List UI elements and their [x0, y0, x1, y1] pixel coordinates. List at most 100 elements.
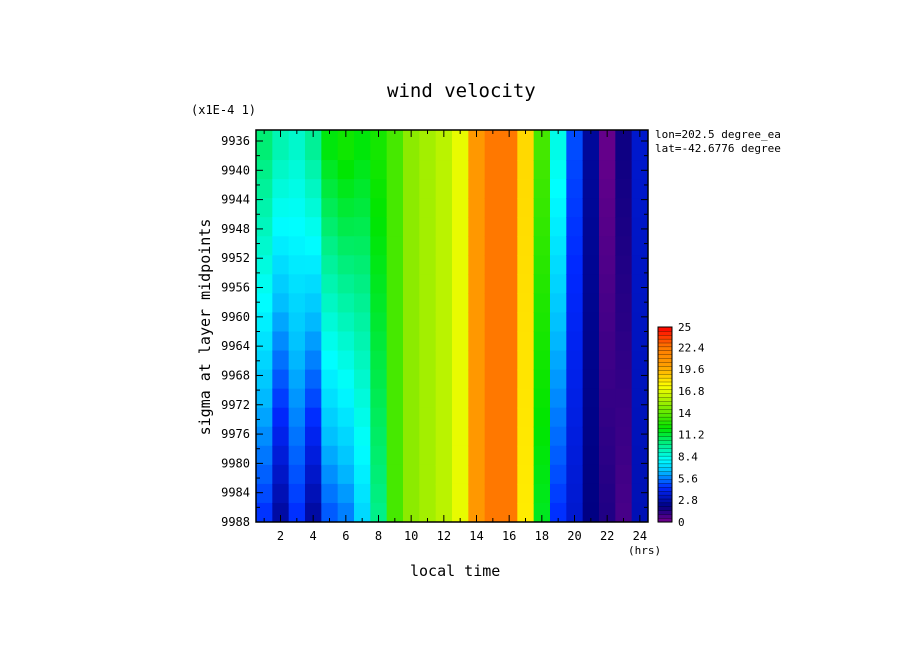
- heatmap-cell: [599, 350, 616, 371]
- heatmap-cell: [615, 445, 633, 466]
- heatmap-cell: [566, 483, 584, 504]
- heatmap-cell: [631, 160, 648, 180]
- heatmap-cell: [288, 445, 306, 466]
- colorbar-band: [657, 361, 673, 367]
- heatmap-cell: [517, 198, 535, 218]
- heatmap-cell: [354, 293, 371, 314]
- heatmap-cell: [452, 502, 469, 522]
- heatmap-cell: [599, 236, 616, 256]
- heatmap-cell: [337, 331, 355, 352]
- heatmap-cell: [403, 274, 420, 294]
- heatmap-cell: [501, 445, 518, 466]
- y-tick-label: 9944: [221, 193, 250, 207]
- heatmap-cell: [517, 236, 535, 256]
- heatmap-cell: [501, 130, 518, 161]
- heatmap-cell: [403, 130, 420, 161]
- heatmap-cell: [288, 236, 306, 256]
- heatmap-cell: [582, 502, 600, 522]
- heatmap-cell: [419, 445, 437, 466]
- heatmap-cell: [337, 179, 355, 199]
- heatmap-cell: [256, 312, 273, 333]
- heatmap-cell: [370, 236, 388, 256]
- heatmap-cell: [288, 464, 306, 485]
- heatmap-cell: [272, 179, 290, 199]
- colorbar-band: [657, 510, 673, 515]
- heatmap-cell: [403, 255, 420, 275]
- heatmap-cell: [321, 483, 339, 504]
- heatmap-cell: [599, 198, 616, 218]
- heatmap-cell: [386, 274, 404, 294]
- y-tick-label: 9952: [221, 251, 250, 265]
- heatmap-cell: [435, 445, 453, 466]
- colorbar-label: 5.6: [678, 472, 698, 485]
- heatmap-cell: [419, 407, 437, 428]
- heatmap-cell: [484, 236, 502, 256]
- heatmap-cell: [501, 217, 518, 237]
- heatmap-cell: [582, 274, 600, 294]
- heatmap-cell: [386, 445, 404, 466]
- heatmap-cell: [435, 198, 453, 218]
- heatmap-cell: [582, 312, 600, 333]
- heatmap-cell: [305, 160, 322, 180]
- heatmap-cell: [256, 407, 273, 428]
- heatmap-cell: [256, 255, 273, 275]
- heatmap-cell: [321, 502, 339, 522]
- colorbar-band: [657, 432, 673, 437]
- heatmap-cell: [599, 407, 616, 428]
- heatmap-cell: [615, 274, 633, 294]
- heatmap-cell: [256, 217, 273, 237]
- heatmap-cell: [337, 464, 355, 485]
- heatmap-cell: [370, 445, 388, 466]
- heatmap-cell: [337, 388, 355, 409]
- heatmap-cell: [288, 130, 306, 161]
- colorbar-band: [657, 381, 673, 387]
- heatmap-cell: [403, 445, 420, 466]
- heatmap-cell: [370, 502, 388, 522]
- heatmap-cell: [272, 464, 290, 485]
- scale-factor-label: (x1E-4 1): [191, 103, 257, 117]
- heatmap-cell: [305, 369, 322, 390]
- y-tick-label: 9980: [221, 456, 250, 470]
- heatmap-cell: [452, 179, 469, 199]
- colorbar-band: [657, 393, 673, 398]
- heatmap-cell: [533, 217, 551, 237]
- colorbar-band: [657, 385, 673, 390]
- heatmap-cell: [468, 407, 486, 428]
- heatmap-cell: [550, 502, 567, 522]
- heatmap-cell: [582, 388, 600, 409]
- heatmap-cell: [321, 160, 339, 180]
- heatmap-cell: [256, 502, 273, 522]
- heatmap-cell: [305, 274, 322, 294]
- heatmap-cell: [272, 312, 290, 333]
- heatmap-cell: [435, 464, 453, 485]
- heatmap-cell: [484, 350, 502, 371]
- heatmap-cell: [435, 130, 453, 161]
- heatmap-cell: [599, 502, 616, 522]
- heatmap-cell: [533, 179, 551, 199]
- heatmap-cell: [452, 130, 469, 161]
- heatmap-cell: [550, 198, 567, 218]
- heatmap-cell: [533, 445, 551, 466]
- heatmap-cell: [305, 198, 322, 218]
- heatmap-cell: [550, 407, 567, 428]
- heatmap-cell: [419, 483, 437, 504]
- heatmap-cell: [321, 274, 339, 294]
- heatmap-cell: [550, 426, 567, 447]
- heatmap-cell: [305, 350, 322, 371]
- heatmap-cell: [533, 274, 551, 294]
- heatmap-cell: [615, 502, 633, 522]
- heatmap-cells: [256, 130, 648, 522]
- heatmap-cell: [386, 160, 404, 180]
- heatmap-cell: [403, 483, 420, 504]
- colorbar-band: [657, 373, 673, 379]
- colorbar-label: 14: [678, 407, 692, 420]
- colorbar-label: 19.6: [678, 363, 705, 376]
- heatmap-cell: [403, 464, 420, 485]
- latitude-annotation: lat=-42.6776 degree: [655, 142, 781, 155]
- heatmap-cell: [403, 350, 420, 371]
- colorbar-band: [657, 436, 673, 441]
- heatmap-cell: [386, 426, 404, 447]
- heatmap-cell: [484, 464, 502, 485]
- heatmap-cell: [566, 445, 584, 466]
- heatmap-cell: [631, 483, 648, 504]
